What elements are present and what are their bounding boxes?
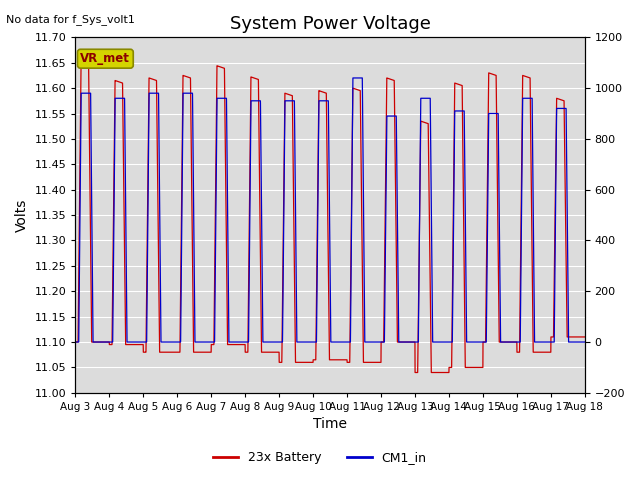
CM1_in — [579, 339, 587, 345]
X-axis label: Time: Time — [313, 418, 347, 432]
CM1_in — [472, 339, 480, 345]
Y-axis label: Volts: Volts — [15, 198, 29, 232]
Line: 23x Battery: 23x Battery — [76, 60, 585, 372]
Text: VR_met: VR_met — [81, 52, 131, 65]
23x Battery — [579, 334, 587, 340]
CM1_in — [262, 339, 270, 345]
CM1_in — [349, 75, 356, 81]
23x Battery — [400, 339, 408, 345]
Line: CM1_in: CM1_in — [76, 78, 585, 342]
23x Battery — [411, 370, 419, 375]
23x Battery — [77, 57, 85, 62]
23x Battery — [72, 339, 79, 345]
CM1_in — [581, 339, 589, 345]
23x Battery — [180, 73, 188, 79]
Text: No data for f_Sys_volt1: No data for f_Sys_volt1 — [6, 14, 135, 25]
23x Battery — [175, 349, 183, 355]
Title: System Power Voltage: System Power Voltage — [230, 15, 431, 33]
CM1_in — [180, 90, 188, 96]
23x Battery — [262, 349, 270, 355]
CM1_in — [400, 339, 408, 345]
Legend: 23x Battery, CM1_in: 23x Battery, CM1_in — [208, 446, 432, 469]
CM1_in — [175, 339, 183, 345]
23x Battery — [581, 334, 589, 340]
23x Battery — [473, 364, 481, 370]
CM1_in — [72, 339, 79, 345]
